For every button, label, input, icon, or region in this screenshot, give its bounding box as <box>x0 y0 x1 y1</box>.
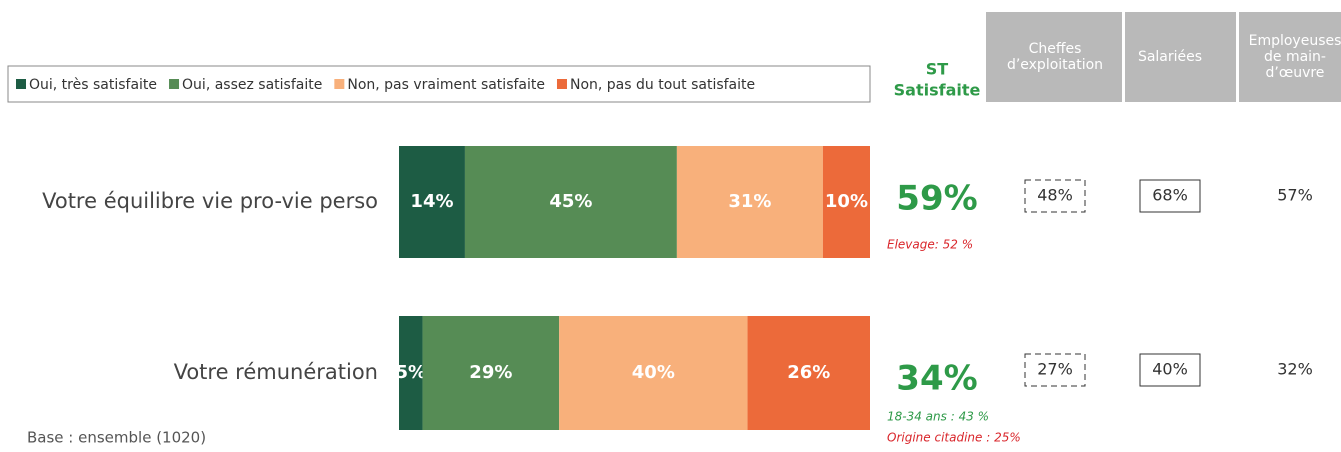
bar-segment <box>747 316 870 430</box>
st-value: 34% <box>896 359 977 399</box>
legend-label: Oui, très satisfaite <box>29 77 157 93</box>
bar-segment <box>464 146 677 258</box>
segment-box <box>1139 353 1201 387</box>
bar-label: 45% <box>549 191 592 212</box>
legend-swatch <box>169 79 180 89</box>
bar-label: 31% <box>728 191 771 212</box>
segment-value: 27% <box>1037 360 1073 379</box>
legend-swatch <box>556 79 567 89</box>
segment-header-bg <box>1239 12 1341 102</box>
segment-box <box>1024 353 1086 387</box>
legend-label: Non, pas vraiment satisfaite <box>347 77 545 93</box>
segment-header: de main- <box>1264 49 1326 65</box>
bar-label: 29% <box>469 362 512 383</box>
legend-box <box>7 65 871 103</box>
bar-segment <box>676 146 823 258</box>
st-header: Satisfaite <box>894 81 981 100</box>
st-value: 59% <box>896 179 977 219</box>
row-label: Votre rémunération <box>174 360 378 384</box>
bar-segment <box>822 146 870 258</box>
segment-value: 68% <box>1152 186 1188 205</box>
legend-label: Non, pas du tout satisfaite <box>570 77 755 93</box>
segment-header: Cheffes <box>1029 41 1082 57</box>
bar-label: 40% <box>632 362 675 383</box>
segment-value: 48% <box>1037 186 1073 205</box>
bar-label: 14% <box>410 191 453 212</box>
legend-swatch <box>334 79 345 89</box>
row-label: Votre équilibre vie pro-vie perso <box>42 189 378 213</box>
st-note: Elevage: 52 % <box>887 238 973 252</box>
segment-value: 57% <box>1277 186 1313 205</box>
segment-value: 40% <box>1152 360 1188 379</box>
st-note: Origine citadine : 25% <box>887 431 1021 445</box>
segment-header: d’œuvre <box>1266 65 1325 81</box>
bar-label: 26% <box>787 362 830 383</box>
segment-value: 32% <box>1277 360 1313 379</box>
st-note: 18-34 ans : 43 % <box>887 410 989 424</box>
bar-segment <box>399 146 465 258</box>
segment-box <box>1139 179 1201 213</box>
bar-segment <box>399 316 423 430</box>
segment-header: d’exploitation <box>1007 57 1103 73</box>
segment-header-bg <box>986 12 1122 102</box>
segment-header-bg <box>1125 12 1236 102</box>
bar-label: 10% <box>825 191 868 212</box>
bar-label: 5% <box>395 362 426 383</box>
segment-header: Salariées <box>1138 49 1202 65</box>
bar-segment <box>422 316 560 430</box>
st-header: ST <box>926 60 949 79</box>
segment-header: Employeuses <box>1249 33 1341 49</box>
legend-label: Oui, assez satisfaite <box>182 77 322 93</box>
legend-swatch <box>16 79 26 89</box>
segment-box <box>1024 179 1086 213</box>
bar-segment <box>559 316 748 430</box>
base-note: Base : ensemble (1020) <box>27 429 206 447</box>
